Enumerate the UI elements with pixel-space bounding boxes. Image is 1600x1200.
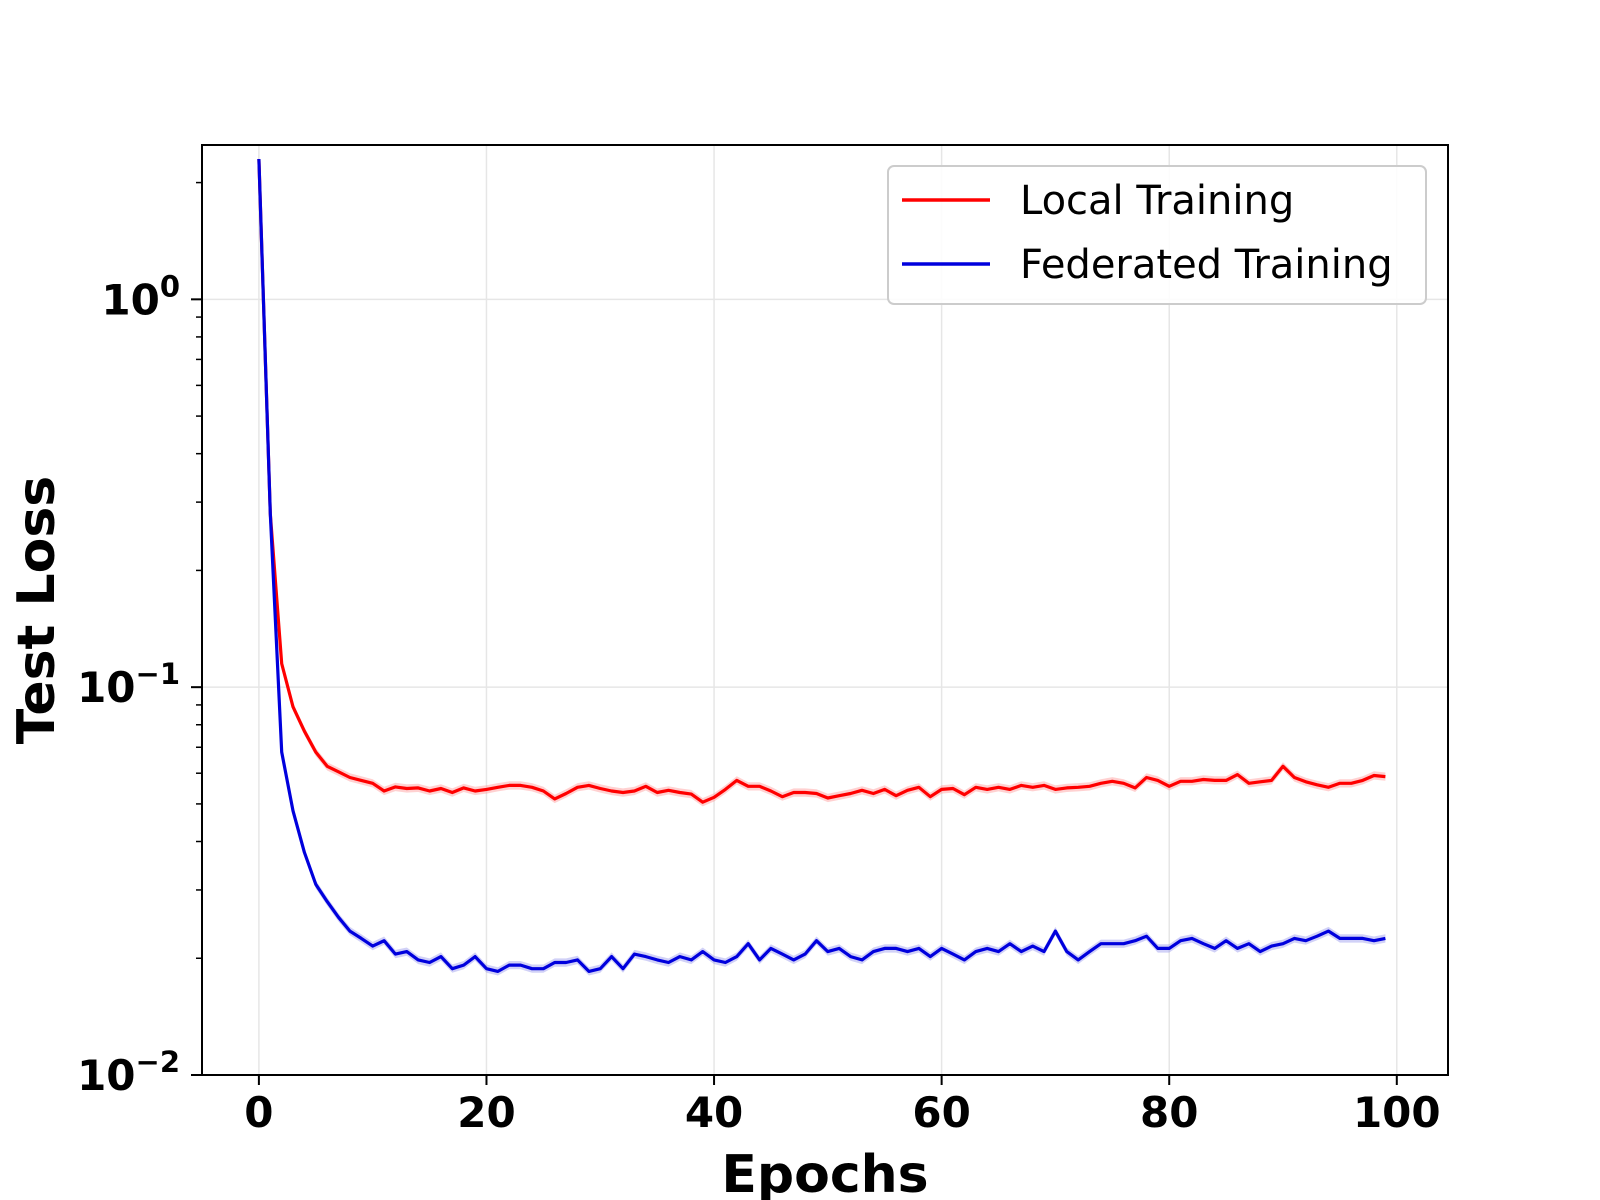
y-axis-ticks: 100 10−1 10−2 [77, 181, 202, 1100]
x-tick-label: 0 [244, 1088, 273, 1137]
y-tick-label: 10−1 [77, 657, 180, 712]
legend: Local Training Federated Training [887, 165, 1427, 305]
series-lines [257, 158, 1386, 974]
legend-label-local-training: Local Training [1020, 178, 1294, 224]
series-line-0 [257, 158, 1386, 804]
series-line-1 [257, 158, 1386, 974]
y-tick-label: 100 [101, 269, 180, 324]
x-tick-label: 60 [912, 1088, 970, 1137]
y-axis-label: Test Loss [7, 476, 67, 745]
x-axis-ticks: 0 20 40 60 80 100 [244, 1075, 1441, 1137]
y-tick-label: 10−2 [77, 1045, 180, 1100]
x-tick-label: 100 [1353, 1088, 1441, 1137]
x-axis-label: Epochs [721, 1145, 928, 1200]
x-tick-label: 20 [457, 1088, 515, 1137]
legend-label-federated-training: Federated Training [1020, 242, 1393, 288]
x-tick-label: 80 [1140, 1088, 1198, 1137]
plot-area-frame [201, 144, 1449, 1076]
legend-box [887, 165, 1427, 305]
x-tick-label: 40 [685, 1088, 743, 1137]
